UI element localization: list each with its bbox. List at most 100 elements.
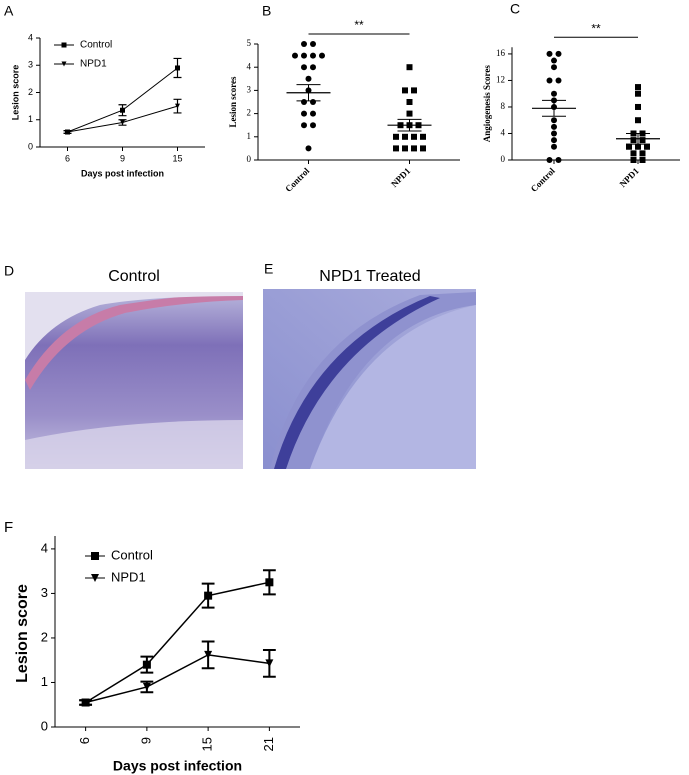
data-point: [639, 157, 646, 163]
y-axis-label: Angiogenesis Scores: [482, 65, 492, 143]
x-tick-label: Control: [529, 165, 558, 194]
y-tick-label: 16: [496, 48, 506, 58]
panel-label: B: [262, 3, 271, 19]
y-tick-label: 0: [501, 154, 506, 164]
legend-marker: [61, 42, 67, 48]
x-axis-label: Days post infection: [81, 168, 164, 178]
y-tick-label: 2: [247, 108, 252, 118]
y-tick-label: 1: [247, 131, 252, 141]
data-point: [301, 41, 307, 47]
x-tick-label: 15: [200, 737, 215, 751]
panel-label: C: [510, 1, 520, 17]
data-point: [420, 145, 426, 152]
y-tick-label: 4: [41, 540, 48, 555]
y-tick-label: 2: [41, 629, 48, 644]
significance-label: **: [591, 21, 601, 35]
image-title: NPD1 Treated: [319, 268, 420, 285]
x-tick-label: 9: [120, 153, 125, 163]
y-tick-label: 2: [28, 87, 33, 97]
data-point: [406, 99, 413, 105]
data-point: [555, 77, 562, 84]
data-point: [310, 64, 316, 71]
y-tick-label: 1: [41, 674, 48, 689]
legend-label: Control: [80, 40, 112, 51]
data-point: [551, 64, 557, 71]
data-point: [551, 143, 557, 150]
data-point: [555, 157, 562, 163]
sem-bar: [542, 99, 566, 117]
y-axis-label: Lesion scores: [228, 76, 238, 128]
panel-label: D: [4, 263, 14, 279]
data-point: [555, 50, 562, 57]
y-tick-label: 8: [501, 101, 506, 111]
data-point: [406, 64, 413, 71]
data-point: [319, 52, 325, 59]
image-title: Control: [108, 268, 160, 285]
data-point: [551, 57, 557, 64]
data-point: [175, 65, 180, 71]
data-point: [393, 133, 399, 140]
data-point: [402, 145, 408, 152]
histology-control: [25, 292, 243, 469]
data-point: [265, 578, 274, 587]
data-point: [420, 133, 426, 140]
data-point: [301, 64, 307, 71]
data-point: [635, 84, 641, 91]
data-point: [402, 87, 408, 94]
sem-bar: [296, 84, 321, 102]
histology-npd1: [263, 289, 476, 469]
data-point: [551, 130, 557, 137]
data-point: [644, 143, 650, 150]
data-point: [204, 591, 213, 600]
y-tick-label: 0: [41, 718, 48, 733]
legend-marker: [61, 61, 67, 67]
data-point: [402, 133, 408, 140]
significance-label: **: [354, 18, 364, 32]
data-point: [310, 122, 316, 129]
data-point: [310, 99, 316, 105]
y-tick-label: 0: [247, 154, 252, 164]
data-point: [310, 41, 316, 47]
data-point: [411, 133, 417, 140]
y-axis-label: Lesion score: [14, 584, 31, 683]
data-point: [626, 143, 632, 150]
data-point: [546, 50, 553, 57]
x-tick-label: 21: [261, 737, 276, 751]
data-point: [635, 103, 641, 110]
x-tick-label: NPD1: [618, 165, 642, 189]
data-point: [546, 157, 553, 163]
y-axis-label: Lesion score: [10, 65, 20, 121]
legend-marker: [91, 552, 99, 560]
x-tick-label: 15: [172, 153, 182, 163]
data-point: [551, 117, 557, 124]
data-point: [305, 75, 312, 82]
data-point: [120, 119, 125, 125]
panel-label: F: [4, 519, 13, 536]
y-tick-label: 4: [501, 128, 506, 138]
data-point: [301, 110, 307, 117]
legend-marker: [91, 574, 99, 582]
sem-bar: [397, 118, 422, 132]
data-point: [120, 107, 125, 113]
legend-label: NPD1: [80, 59, 107, 70]
data-point: [175, 103, 180, 109]
data-point: [142, 660, 151, 669]
x-axis-label: Days post infection: [113, 758, 242, 774]
data-point: [635, 90, 641, 97]
data-point: [142, 682, 151, 691]
data-point: [546, 77, 553, 84]
panel-label: E: [264, 261, 273, 277]
data-point: [635, 143, 641, 150]
data-point: [310, 110, 316, 117]
data-point: [630, 137, 637, 144]
series-line: [85, 581, 270, 704]
data-point: [630, 150, 637, 157]
panel-label: A: [4, 3, 14, 19]
y-tick-label: 3: [247, 84, 252, 94]
legend-label: NPD1: [111, 569, 146, 584]
y-tick-label: 12: [496, 75, 505, 85]
x-tick-label: Control: [283, 165, 312, 194]
data-point: [81, 698, 90, 707]
y-tick-label: 1: [28, 114, 33, 124]
